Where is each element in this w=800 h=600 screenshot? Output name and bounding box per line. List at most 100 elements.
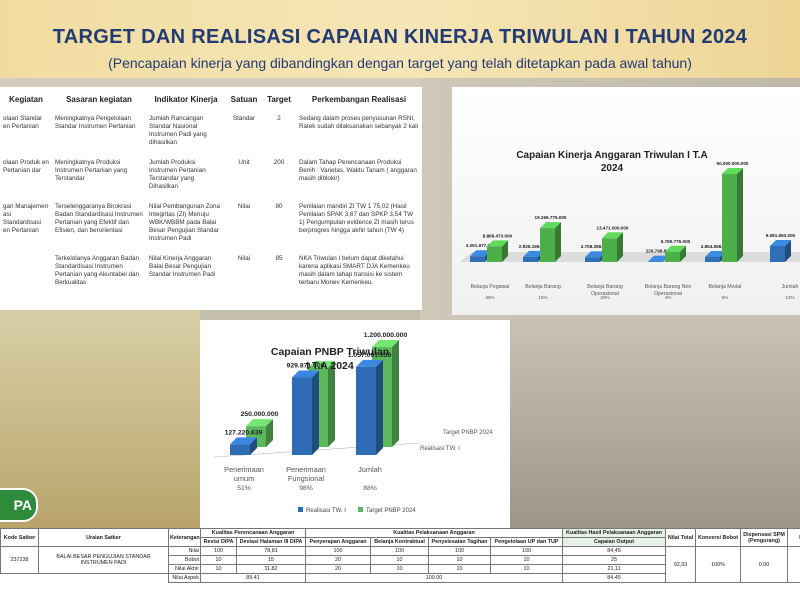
legend-swatch [298, 507, 303, 512]
header-row: Kegiatan Sasaran kegiatan Indikator Kinerj… [0, 87, 422, 111]
cell: Terselenggaranya Birokrasi Badan Standar… [55, 203, 143, 234]
cell: 100 [200, 546, 237, 556]
value-label: 127.220.639 [225, 429, 263, 436]
cell: olaan Standar en Pertanian [3, 115, 43, 130]
bar [602, 238, 617, 262]
cell: 21,11 [562, 564, 667, 574]
cell: 100 [370, 546, 430, 556]
cell: Nilai [237, 203, 251, 210]
category-note: 51% [237, 485, 251, 492]
column-header: Target [267, 94, 291, 104]
bar-top [523, 250, 544, 257]
aspek-row: Nilai Aspek 89.41 100.00 84.45 [1, 573, 800, 583]
row: olaan Standar en Pertanian Meningkatnya P… [0, 111, 422, 155]
value-label: 3.291.977.822 [466, 243, 496, 248]
sub-header: Penyelesaian Tagihan [428, 537, 492, 547]
group-header: Kualitas Pelaksanaan Anggaran [305, 528, 564, 538]
row: olaan Produk en Pertanian dar Meningkatny… [0, 155, 422, 199]
bar-side [785, 240, 791, 262]
cell: 10 [490, 555, 564, 565]
value-label: 1.200.000.000 [364, 332, 408, 339]
depth-axis-label: Target PNBP 2024 [443, 430, 493, 436]
cell: 20 [305, 555, 372, 565]
value-label: 929.871.000 [287, 363, 325, 370]
column-header: Uraian Satker [38, 528, 169, 547]
cell: 84,45 [562, 546, 667, 556]
plot: 250.000.000 1.200.000.000 127.220.639 929.8… [213, 332, 493, 514]
category-note: 36% [485, 295, 495, 300]
plot: 3.291.977.822 2.935.159.601 2.708.359.000 2… [460, 161, 800, 262]
cell: Jumlah Produksi Instrumen Pertanian Ters… [149, 159, 206, 190]
bar-top [356, 359, 383, 367]
sub-header: Pengelolaan UP dan TUP [490, 537, 564, 547]
cell: 10 [200, 555, 237, 565]
cell: Jumlah Rancangan Standar Nasional Instru… [149, 115, 207, 146]
bar-side [392, 340, 399, 447]
cell: 100 [490, 546, 564, 556]
cell: 100 [305, 546, 372, 556]
value-label: 5.795.776.000 [661, 239, 691, 244]
column-header: Kode Satker [0, 528, 39, 547]
chart-pnbp: 250.000.000 1.200.000.000 127.220.639 929.8… [200, 320, 510, 528]
legend-swatch [358, 507, 363, 512]
chart-title: Capaian PNBP Triwulan I T.A 2024 [270, 346, 390, 372]
cell: Nilai [237, 255, 251, 262]
cell [1, 574, 169, 583]
table: Kode Satker Uraian Satker Keterangan Kualit… [0, 528, 800, 583]
column-header: Sasaran kegiatan [66, 94, 132, 104]
value-label: 19.266.776.000 [535, 215, 567, 220]
category-note: 98% [299, 485, 313, 492]
value-label: 13.471.000.000 [597, 225, 629, 230]
bar [585, 257, 600, 262]
column-header: Indikator Kinerja [154, 94, 218, 104]
cell: Meningkatnya Produksi Instrumen Pertania… [55, 159, 128, 182]
cell: gan Manajemen asi Standardisasi en Perta… [3, 203, 49, 234]
row: Bobot 10 15 20 10 10 10 25 [1, 555, 800, 565]
category-label: Penerimaan umum [224, 465, 264, 483]
aspek-value: 100.00 [305, 573, 564, 583]
value-label: 226.798.851 [646, 249, 672, 254]
bar-top [648, 255, 669, 262]
aspek-value: 84.45 [562, 573, 667, 583]
bar-side [328, 360, 335, 447]
cell: 100 [428, 546, 492, 556]
chart-anggaran: 3.291.977.822 2.935.159.601 2.708.359.000 2… [452, 87, 800, 315]
column-header: Dispensasi SPM (Pengurang) [740, 528, 789, 547]
bar [292, 377, 312, 455]
cell: 2 [277, 115, 281, 122]
cell: 85 [275, 255, 283, 262]
value-label: 250.000.000 [241, 411, 279, 418]
cell: NKA Triwulan I belum dapat diketahui kar… [299, 255, 410, 286]
sub-header: Deviasi Halaman III DIPA [235, 537, 307, 547]
bar [665, 251, 680, 262]
category-note: 6% [721, 295, 729, 300]
value-label: 50.000.000.000 [717, 161, 749, 166]
chart-title: Capaian Kinerja Anggaran Triwulan I T.A … [516, 150, 708, 174]
value-label: 9.081.553.000 [766, 233, 796, 238]
value-label: 2.854.558.699 [701, 244, 731, 249]
cell: 10 [428, 564, 492, 574]
category-label: Jumlah [358, 465, 382, 474]
floor [460, 252, 800, 262]
group-header: Kualitas Hasil Pelaksanaan Anggaran [562, 528, 667, 538]
depth-axis-label: Realisasi TW. I [420, 446, 460, 452]
bar-top [585, 251, 606, 258]
bar [470, 256, 485, 262]
bar-side [376, 359, 383, 455]
bar-top [665, 245, 686, 252]
bar [230, 444, 250, 455]
bar-top [470, 250, 491, 257]
bar-top [372, 340, 399, 347]
row: 237238 BALAI BESAR PENGUJIAN STANDAR INST… [0, 546, 800, 583]
bar-top [230, 437, 257, 445]
value-label: 2.935.159.601 [519, 244, 549, 249]
cell: 10 [490, 564, 564, 574]
bar-top [246, 419, 273, 427]
cell: 11,82 [235, 564, 307, 574]
table: Kegiatan Sasaran kegiatan Indikator Kinerj… [0, 87, 422, 295]
uraian: BALAI BESAR PENGUJIAN STANDAR INSTRUMEN … [38, 546, 169, 574]
bar [356, 366, 376, 455]
row-label: Bobot [168, 555, 201, 565]
category-label: Belanja Barang [525, 284, 561, 290]
